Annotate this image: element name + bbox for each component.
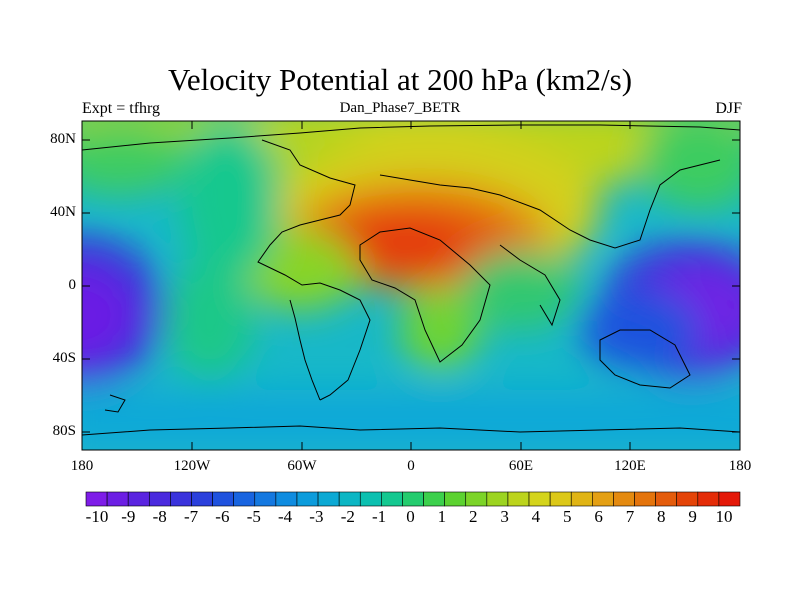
colorbar-swatch <box>528 491 551 507</box>
colorbar-label: 8 <box>657 507 666 526</box>
colorbar-label: -9 <box>121 507 136 526</box>
colorbar-label: -7 <box>184 507 199 526</box>
colorbar-swatch <box>212 491 234 507</box>
lat-tick-40n: 40N <box>50 204 76 220</box>
case-label: Dan_Phase7_BETR <box>339 100 461 116</box>
colorbar-label: -4 <box>278 507 293 526</box>
lon-tick-180w: 180 <box>70 458 94 474</box>
colorbar-label: 6 <box>594 507 603 526</box>
colorbar-label: 0 <box>406 507 415 526</box>
colorbar-swatch <box>275 491 298 507</box>
colorbar-label: -5 <box>246 507 261 526</box>
colorbar-swatch <box>170 491 192 507</box>
colorbar-swatch <box>592 491 614 507</box>
colorbar-swatch <box>423 491 445 507</box>
colorbar-label: -10 <box>85 507 109 526</box>
lon-tick-120w: 120W <box>173 458 211 474</box>
colorbar-swatch <box>486 491 509 507</box>
colorbar-swatch <box>697 491 720 507</box>
colorbar-swatch <box>676 491 699 507</box>
colorbar-swatch <box>85 491 108 507</box>
colorbar-label: 7 <box>625 507 635 526</box>
colorbar-swatch <box>507 491 530 507</box>
colorbar-label: 1 <box>437 507 447 526</box>
colorbar-label: -3 <box>309 507 324 526</box>
colorbar-label: 4 <box>531 507 541 526</box>
colorbar-swatch <box>634 491 656 507</box>
colorbar-swatch <box>655 491 678 507</box>
colorbar-label: 10 <box>715 507 733 526</box>
colorbar-swatch <box>254 491 277 507</box>
colorbar-label: 5 <box>563 507 572 526</box>
experiment-label: Expt = tfhrg <box>82 100 161 117</box>
colorbar-swatch <box>381 491 403 507</box>
lat-tick-80s: 80S <box>52 423 76 439</box>
colorbar-swatch <box>127 491 150 507</box>
lon-tick-60w: 60W <box>287 458 317 474</box>
colorbar-label: 2 <box>468 507 478 526</box>
colorbar-swatch <box>106 491 129 507</box>
colorbar-swatch <box>613 491 635 507</box>
colorbar-label: -1 <box>372 507 387 526</box>
colorbar-swatch <box>718 491 741 507</box>
coastlines <box>82 124 740 436</box>
lon-tick-120e: 120E <box>614 458 646 474</box>
colorbar-swatch <box>338 491 361 507</box>
colorbar-swatch <box>444 491 467 507</box>
lon-tick-0: 0 <box>407 458 415 474</box>
map-title: Velocity Potential at 200 hPa (km2/s) <box>167 62 633 97</box>
lon-tick-60e: 60E <box>508 458 534 474</box>
colorbar-swatch <box>148 491 171 507</box>
lat-tick-80n: 80N <box>50 131 76 147</box>
colorbar-swatch <box>317 491 340 507</box>
colorbar-swatch <box>296 491 319 507</box>
colorbar-swatch <box>402 491 424 507</box>
colorbar-swatch <box>191 491 213 507</box>
colorbar-label: -6 <box>215 507 230 526</box>
colorbar-label: 9 <box>688 507 697 526</box>
colorbar-swatch <box>465 491 488 507</box>
colorbar-swatch <box>359 491 382 507</box>
colorbar <box>85 491 741 507</box>
velocity-potential-field <box>82 121 740 450</box>
colorbar-label: -8 <box>152 507 167 526</box>
lat-tick-0: 0 <box>68 277 77 293</box>
colorbar-swatch <box>549 491 572 507</box>
colorbar-swatch <box>570 491 593 507</box>
axis-ticks <box>82 121 740 450</box>
colorbar-label: 3 <box>500 507 509 526</box>
lon-tick-180e: 180 <box>728 458 752 474</box>
colorbar-swatch <box>233 491 256 507</box>
colorbar-label: -2 <box>340 507 355 526</box>
season-label: DJF <box>715 100 742 117</box>
lat-tick-40s: 40S <box>52 350 76 366</box>
